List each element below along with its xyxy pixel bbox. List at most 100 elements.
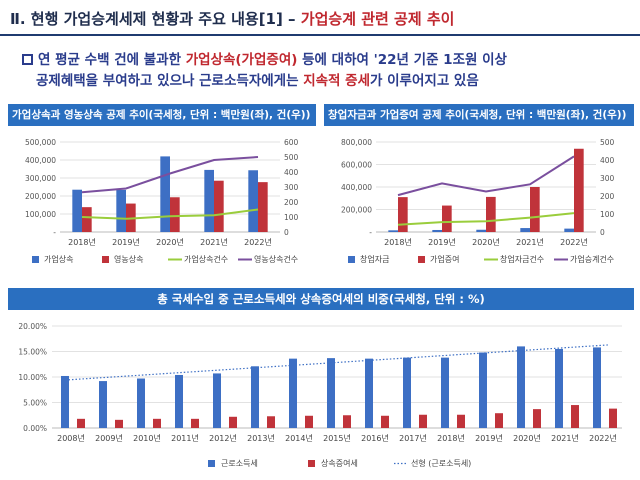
chart3-bar-1: [441, 357, 449, 428]
chart2-y2tick-label: 500: [600, 138, 615, 147]
chart3-bar-2: [77, 418, 85, 428]
chart1-bar-1: [160, 156, 170, 232]
chart1-inheritance-deduction: - 100,000 200,000 300,000 400,000 500,000 0 100…: [25, 138, 299, 264]
summary-text: 연 평균 수백 건에 불과한 가업상속(가업증여) 등에 대하여 '22년 기준…: [22, 50, 632, 92]
chart2-legend-label: 창업자금건수: [500, 254, 544, 264]
chart3-category-label: 2009년: [95, 433, 123, 443]
chart3-bar-1: [99, 381, 107, 428]
chart1-category-label: 2021년: [200, 237, 228, 247]
chart3-bar-2: [191, 418, 199, 428]
chart2-bar-1: [564, 228, 574, 232]
chart3-category-label: 2012년: [209, 433, 237, 443]
chart3-ytick-label: 10.00%: [18, 373, 47, 382]
chart1-y2tick-label: 0: [284, 228, 289, 237]
chart1-bar-1: [72, 189, 82, 232]
chart1-line-1: [81, 208, 259, 220]
chart1-bar-2: [214, 180, 224, 232]
chart1-ytick-label: 400,000: [25, 156, 56, 165]
summary-l2b: 지속적 증세: [303, 73, 371, 89]
chart3-bar-1: [517, 346, 525, 428]
chart3-bar-2: [495, 413, 503, 428]
chart1-y2tick-label: 200: [284, 198, 299, 207]
chart2-ytick-label: 800,000: [341, 138, 372, 147]
chart3-category-label: 2022년: [589, 433, 617, 443]
chart1-y2tick-label: 500: [284, 153, 299, 162]
chart3-ytick-label: 5.00%: [23, 399, 47, 408]
chart3-bar-2: [267, 416, 275, 428]
chart1-ytick-label: 300,000: [25, 174, 56, 183]
chart3-ytick-label: 0.00%: [23, 424, 47, 433]
chart2-category-label: 2020년: [472, 237, 500, 247]
chart2-bar-2: [574, 148, 584, 232]
title-divider: [0, 34, 640, 36]
chart3-bar-2: [419, 414, 427, 428]
chart2-category-label: 2019년: [428, 237, 456, 247]
chart1-legend-swatch: [102, 256, 109, 263]
chart2-bar-1: [520, 228, 530, 232]
chart3-ytick-label: 15.00%: [18, 348, 47, 357]
chart3-bar-2: [153, 418, 161, 428]
chart3-bar-2: [115, 419, 123, 428]
chart2-y2tick-label: 400: [600, 156, 615, 165]
chart3-bar-1: [365, 358, 373, 428]
chart2-title: 창업자금과 가업증여 공제 추이(국세청, 단위 : 백만원(좌), 건(우)): [324, 104, 634, 126]
page-title-accent: 가업승계 관련 공제 추이: [300, 10, 455, 28]
chart3-bar-1: [251, 366, 259, 428]
chart3-bar-1: [593, 347, 601, 428]
chart3-legend-label: 근로소득세: [221, 459, 258, 468]
chart2-bar-2: [530, 187, 540, 232]
checkbox-bullet-icon: [22, 54, 33, 65]
chart1-legend-label: 영농상속: [114, 254, 143, 264]
chart3-category-label: 2019년: [475, 433, 503, 443]
chart3-ytick-label: 20.00%: [18, 322, 47, 331]
chart2-line-1: [397, 212, 575, 226]
chart3-category-label: 2011년: [171, 433, 199, 443]
summary-l2a: 공제혜택을 부여하고 있으나 근로소득자에게는: [36, 73, 304, 89]
chart1-category-label: 2022년: [244, 237, 272, 247]
summary-l1c: 등에 대하여 '22년 기준 1조원 이상: [297, 52, 507, 68]
chart3-bar-2: [343, 415, 351, 428]
page-title: Ⅱ. 현행 가업승계세제 현황과 주요 내용[1] – 가업승계 관련 공제 추…: [10, 8, 454, 29]
chart1-category-label: 2018년: [68, 237, 96, 247]
chart1-category-label: 2020년: [156, 237, 184, 247]
chart1-y2tick-label: 600: [284, 138, 299, 147]
summary-line-2: 공제혜택을 부여하고 있으나 근로소득자에게는 지속적 증세가 이루어지고 있음: [22, 71, 632, 92]
chart3-category-label: 2008년: [57, 433, 85, 443]
chart1-ytick-label: -: [53, 228, 56, 237]
chart3-bar-1: [479, 352, 487, 428]
chart3-legend-swatch: [208, 460, 215, 467]
chart2-bar-2: [486, 196, 496, 232]
chart3-category-label: 2021년: [551, 433, 579, 443]
chart3-title: 총 국세수입 중 근로소득세와 상속증여세의 비중(국세청, 단위 : %): [8, 288, 634, 310]
chart1-bar-1: [248, 170, 258, 232]
chart2-category-label: 2018년: [384, 237, 412, 247]
chart3-category-label: 2020년: [513, 433, 541, 443]
chart3-bar-2: [609, 408, 617, 428]
summary-l1b: 가업상속(가업증여): [185, 52, 298, 68]
chart3-bar-2: [305, 415, 313, 428]
chart1-bar-2: [258, 182, 268, 232]
chart2-legend-swatch: [348, 256, 355, 263]
chart2-bar-1: [432, 229, 442, 232]
chart3-tax-share: 0.00% 5.00% 10.00% 15.00% 20.00% 2008년 2009년 20…: [18, 322, 622, 468]
chart3-bar-2: [457, 414, 465, 428]
chart1-y2tick-label: 300: [284, 183, 299, 192]
chart1-y2tick-label: 400: [284, 168, 299, 177]
chart2-legend-label: 가업승계건수: [570, 254, 614, 264]
summary-l1a: 연 평균 수백 건에 불과한: [38, 52, 186, 68]
chart1-line-2: [81, 156, 259, 194]
chart3-trendline: [64, 344, 610, 381]
chart1-ytick-label: 100,000: [25, 210, 56, 219]
summary-line-1: 연 평균 수백 건에 불과한 가업상속(가업증여) 등에 대하여 '22년 기준…: [22, 50, 632, 71]
chart2-y2tick-label: 0: [600, 228, 605, 237]
chart3-bar-1: [327, 358, 335, 428]
chart1-legend-swatch: [32, 256, 39, 263]
chart3-category-label: 2015년: [323, 433, 351, 443]
chart3-bar-2: [571, 405, 579, 428]
chart2-ytick-label: -: [369, 228, 372, 237]
chart2-y2tick-label: 200: [600, 192, 615, 201]
chart3-legend-swatch: [308, 460, 315, 467]
chart1-title: 가업상속과 영농상속 공제 추이(국세청, 단위 : 백만원(좌), 건(우)): [8, 104, 316, 126]
chart1-category-label: 2019년: [112, 237, 140, 247]
chart2-bar-1: [388, 230, 398, 232]
